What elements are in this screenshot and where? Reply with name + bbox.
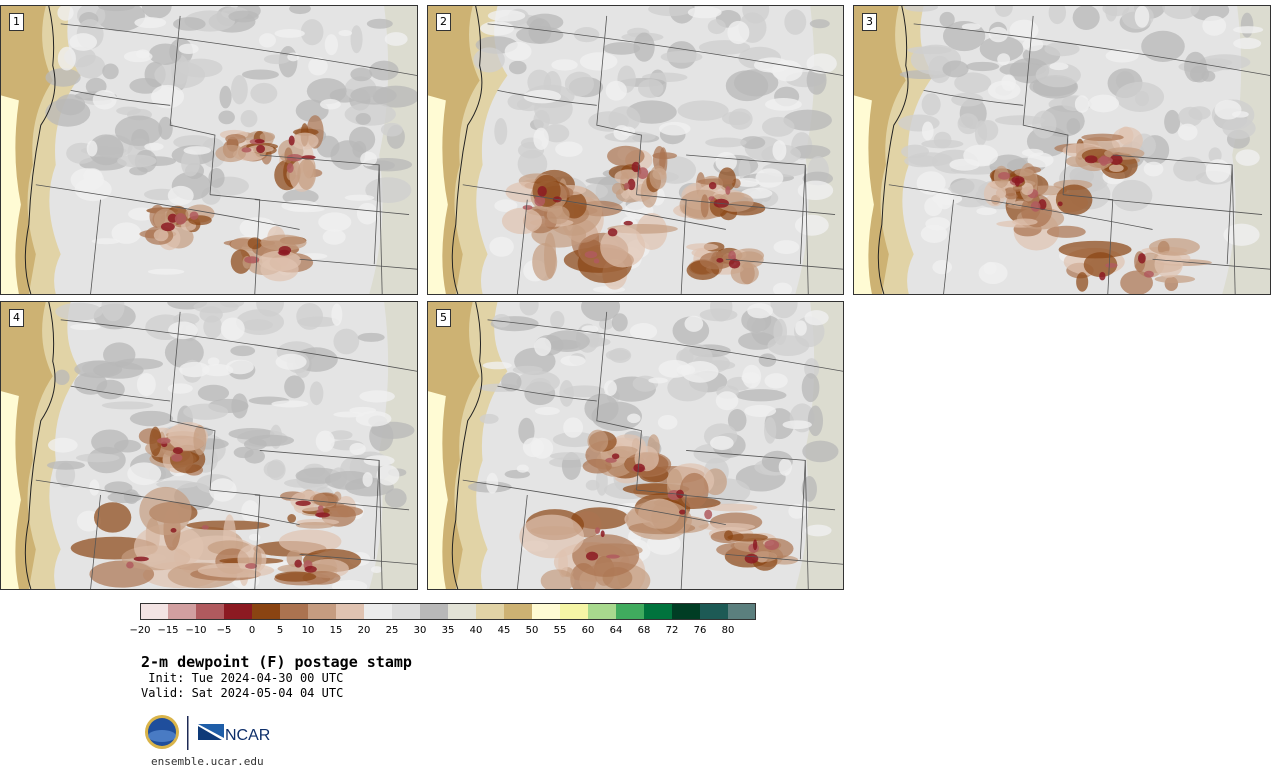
dewpoint-map-5 — [428, 302, 843, 589]
colorbar-tick-label: 68 — [637, 625, 651, 636]
map-panel-2: 2 — [427, 5, 844, 295]
colorbar-tick-label: 72 — [665, 625, 679, 636]
colorbar-swatch — [616, 603, 645, 620]
panel-number-1: 1 — [9, 13, 24, 31]
colorbar-swatch — [392, 603, 421, 620]
dewpoint-map-2 — [428, 6, 843, 294]
dewpoint-map-1 — [1, 6, 417, 294]
chart-title: 2-m dewpoint (F) postage stamp — [141, 653, 412, 671]
panel-number-5: 5 — [436, 309, 451, 327]
colorbar-tick-label: 60 — [581, 625, 595, 636]
colorbar-swatch — [644, 603, 673, 620]
colorbar-tick-label: 64 — [609, 625, 623, 636]
colorbar-swatch — [728, 603, 756, 620]
colorbar-tick-label: 15 — [329, 625, 343, 636]
panel-number-2: 2 — [436, 13, 451, 31]
colorbar-tick-label: 0 — [248, 625, 256, 636]
colorbar-swatch — [252, 603, 281, 620]
colorbar-tick-label: 45 — [497, 625, 511, 636]
colorbar-swatch — [168, 603, 197, 620]
colorbar-tick-label: 40 — [469, 625, 483, 636]
map-panel-1: 1 — [0, 5, 418, 295]
panel-number-3: 3 — [862, 13, 877, 31]
colorbar-tick-label: −5 — [216, 625, 232, 636]
colorbar-swatch — [476, 603, 505, 620]
colorbar-swatch — [336, 603, 365, 620]
colorbar-tick-label: −20 — [129, 625, 151, 636]
colorbar-swatch — [364, 603, 393, 620]
colorbar-swatch — [308, 603, 337, 620]
colorbar-swatch — [280, 603, 309, 620]
colorbar-swatch — [420, 603, 449, 620]
dewpoint-map-4 — [1, 302, 417, 589]
colorbar-tick-label: 20 — [357, 625, 371, 636]
colorbar-swatch — [588, 603, 617, 620]
colorbar-swatch — [224, 603, 253, 620]
colorbar-tick-label: −15 — [157, 625, 179, 636]
init-time: Init: Tue 2024-04-30 00 UTC — [141, 671, 344, 685]
colorbar-tick-label: 30 — [413, 625, 427, 636]
colorbar-tick-label: 55 — [553, 625, 567, 636]
colorbar-swatch — [700, 603, 729, 620]
colorbar-swatch — [672, 603, 701, 620]
svg-text:NCAR: NCAR — [225, 727, 270, 744]
dewpoint-map-3 — [854, 6, 1270, 294]
colorbar-tick-label: 5 — [276, 625, 284, 636]
colorbar-swatch — [448, 603, 477, 620]
site-url: ensemble.ucar.edu — [151, 755, 264, 768]
panel-number-4: 4 — [9, 309, 24, 327]
colorbar-tick-label: 76 — [693, 625, 707, 636]
colorbar-tick-label: −10 — [185, 625, 207, 636]
colorbar — [140, 603, 756, 620]
valid-time: Valid: Sat 2024-05-04 04 UTC — [141, 686, 344, 700]
colorbar-tick-label: 80 — [721, 625, 735, 636]
map-panel-5: 5 — [427, 301, 844, 590]
ncar-logo-icon: NCAR — [198, 724, 270, 744]
colorbar-swatch — [196, 603, 225, 620]
colorbar-swatch — [560, 603, 589, 620]
map-panel-4: 4 — [0, 301, 418, 590]
colorbar-tick-label: 10 — [301, 625, 315, 636]
nsf-logo-icon — [145, 715, 179, 749]
map-panel-3: 3 — [853, 5, 1271, 295]
colorbar-tick-label: 25 — [385, 625, 399, 636]
nsf-ncar-logo: NCAR — [145, 715, 270, 750]
colorbar-tick-labels: −20 −15 −10 −5 0 5 10 15 20 25 30 35 40 45 50 55 60 64 68 7… — [0, 625, 900, 639]
colorbar-tick-label: 35 — [441, 625, 455, 636]
colorbar-swatch — [532, 603, 561, 620]
colorbar-swatch — [504, 603, 533, 620]
logos: NCAR — [144, 712, 274, 754]
colorbar-tick-label: 50 — [525, 625, 539, 636]
colorbar-swatch — [140, 603, 169, 620]
